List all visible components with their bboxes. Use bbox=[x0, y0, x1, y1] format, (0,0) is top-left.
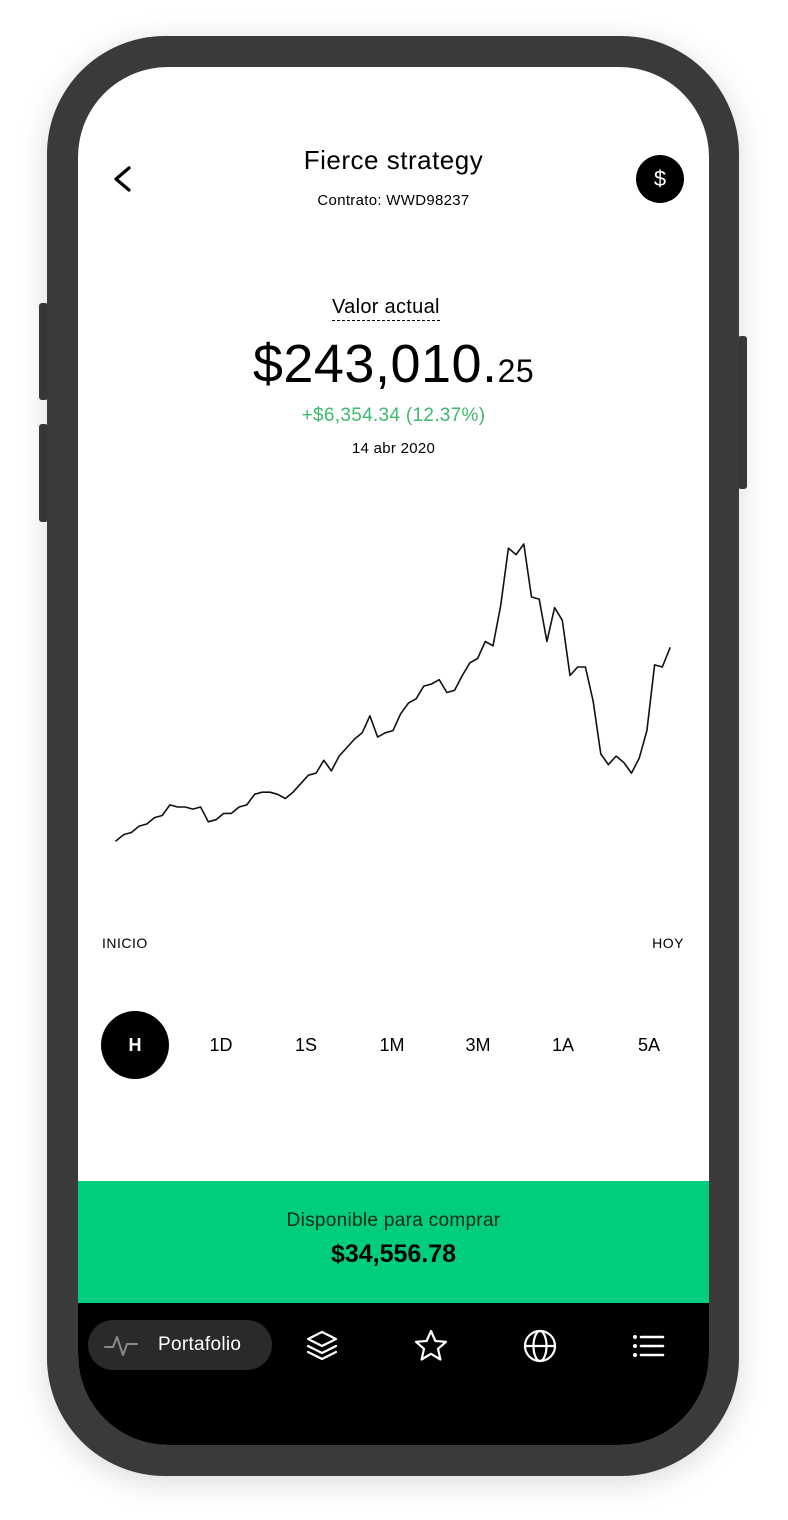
current-value-cents: 25 bbox=[497, 353, 535, 389]
pulse-icon bbox=[104, 1336, 138, 1356]
list-icon[interactable] bbox=[630, 1328, 666, 1364]
app-screen: Fierce strategy Contrato: WWD98237 $ Val… bbox=[78, 67, 709, 1445]
x-axis-end-label: HOY bbox=[652, 935, 684, 951]
layers-icon[interactable] bbox=[304, 1328, 340, 1364]
current-value-main: $243,010. bbox=[252, 334, 498, 394]
dollar-icon: $ bbox=[653, 166, 667, 191]
period-selector: H 1D 1S 1M 3M 1A 5A bbox=[101, 1011, 692, 1079]
buying-power-banner[interactable]: Disponible para comprar $34,556.78 bbox=[78, 1181, 709, 1303]
phone-volume-down-button bbox=[39, 424, 48, 522]
chevron-left-icon bbox=[114, 166, 131, 192]
period-button-1m[interactable]: 1M bbox=[379, 1035, 405, 1055]
buying-power-label: Disponible para comprar bbox=[286, 1210, 501, 1231]
back-button[interactable] bbox=[104, 159, 144, 199]
nav-item-portafolio[interactable]: Portafolio bbox=[88, 1320, 272, 1370]
phone-power-button bbox=[738, 336, 747, 489]
performance-chart[interactable] bbox=[78, 507, 709, 907]
period-button-3m[interactable]: 3M bbox=[465, 1035, 491, 1055]
buying-power-value: $34,556.78 bbox=[330, 1240, 457, 1268]
star-icon[interactable] bbox=[413, 1328, 449, 1364]
period-button-1a[interactable]: 1A bbox=[551, 1035, 575, 1055]
period-button-h[interactable]: H bbox=[101, 1011, 169, 1079]
period-button-1d[interactable]: 1D bbox=[209, 1035, 233, 1055]
nav-item-portafolio-label: Portafolio bbox=[158, 1334, 242, 1355]
globe-icon[interactable] bbox=[522, 1328, 558, 1364]
dollar-button[interactable]: $ bbox=[636, 155, 684, 203]
current-value: $243,010.25 bbox=[78, 333, 709, 395]
current-value-label[interactable]: Valor actual bbox=[332, 296, 440, 321]
bottom-navigation: Portafolio bbox=[78, 1303, 709, 1445]
value-date: 14 abr 2020 bbox=[351, 440, 436, 457]
page-title: Fierce strategy bbox=[303, 145, 484, 175]
period-button-1s[interactable]: 1S bbox=[294, 1035, 318, 1055]
phone-volume-up-button bbox=[39, 303, 48, 400]
value-change: +$6,354.34 (12.37%) bbox=[301, 405, 486, 426]
contract-number: Contrato: WWD98237 bbox=[317, 192, 470, 209]
series-line bbox=[115, 543, 671, 842]
x-axis-start-label: INICIO bbox=[102, 935, 148, 951]
period-button-5a[interactable]: 5A bbox=[637, 1035, 661, 1055]
